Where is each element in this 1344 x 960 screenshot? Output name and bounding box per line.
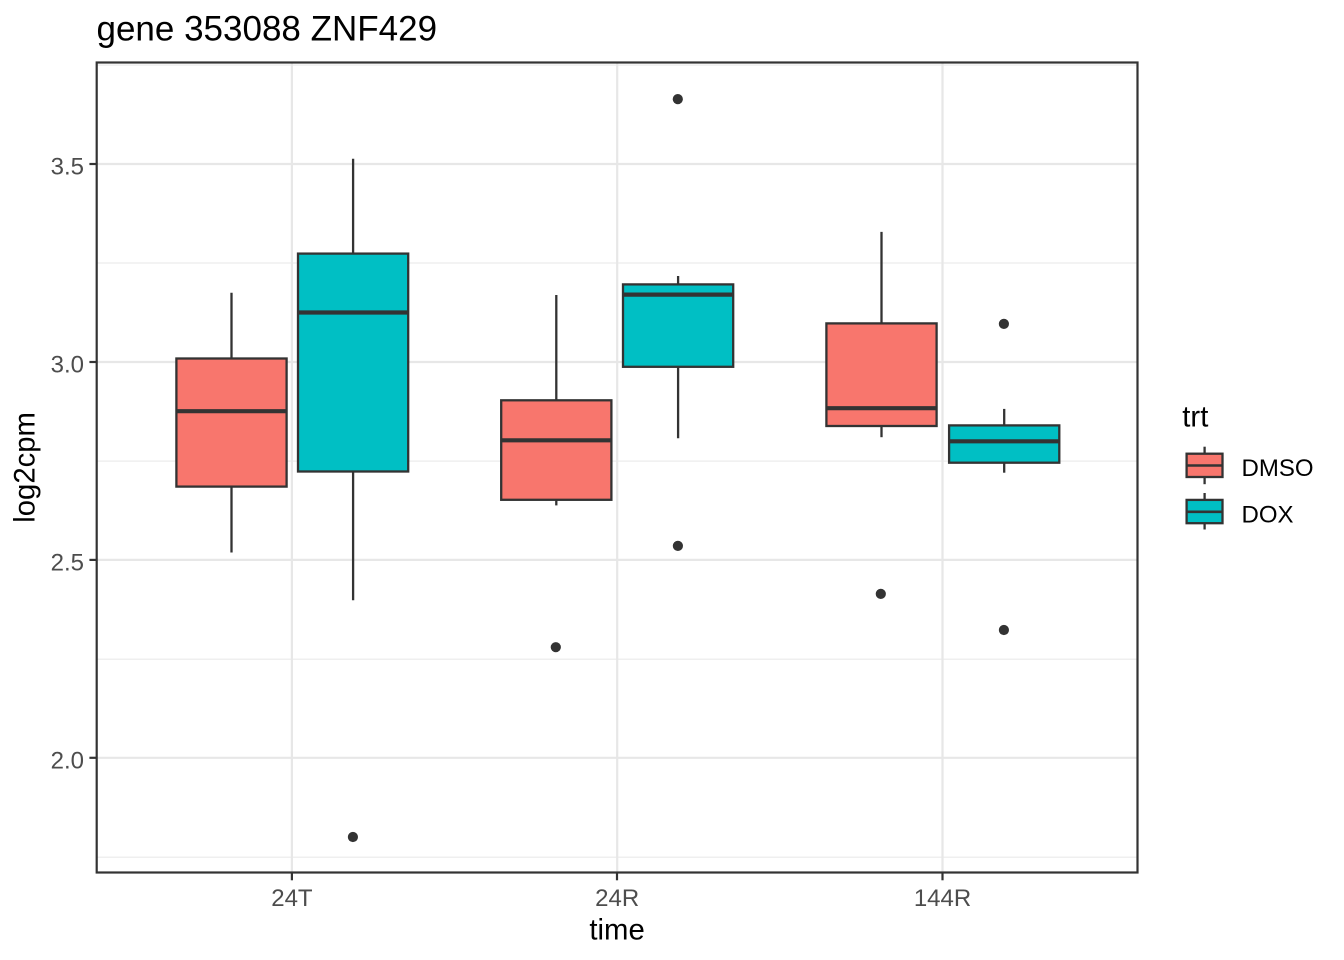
svg-text:3.5: 3.5 <box>51 154 84 181</box>
svg-text:log2cpm: log2cpm <box>9 412 42 523</box>
svg-text:24R: 24R <box>595 885 639 912</box>
svg-text:trt: trt <box>1182 401 1208 434</box>
svg-text:time: time <box>589 914 644 947</box>
svg-text:gene 353088 ZNF429: gene 353088 ZNF429 <box>97 10 438 49</box>
svg-text:3.0: 3.0 <box>51 352 84 379</box>
svg-text:DMSO: DMSO <box>1242 455 1314 482</box>
svg-text:2.0: 2.0 <box>51 747 84 774</box>
svg-text:144R: 144R <box>914 885 971 912</box>
svg-text:24T: 24T <box>271 885 313 912</box>
svg-text:DOX: DOX <box>1242 501 1294 528</box>
svg-text:2.5: 2.5 <box>51 550 84 577</box>
